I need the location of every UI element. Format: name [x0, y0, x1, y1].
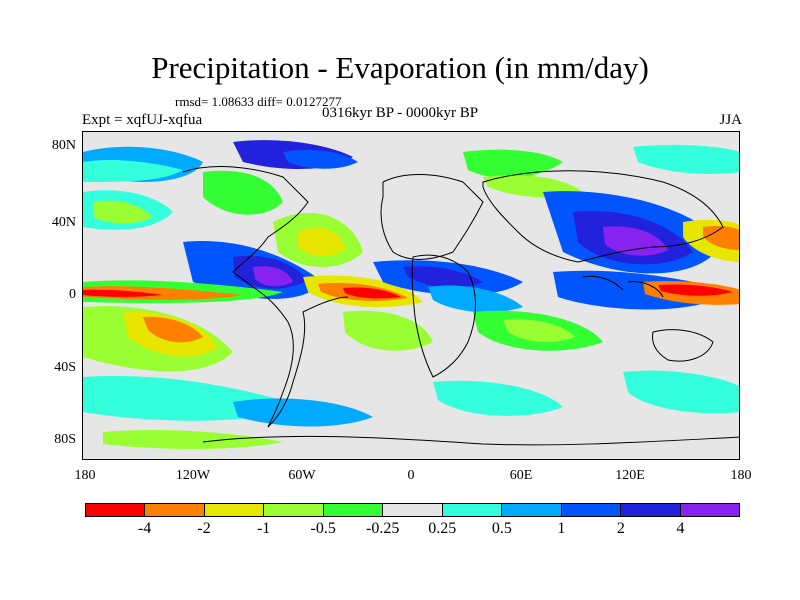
- lat-label-40s: 40S: [54, 360, 76, 375]
- field-patch: [463, 149, 563, 179]
- field-patch: [658, 284, 733, 296]
- period-label: 0316kyr BP - 0000kyr BP: [322, 105, 479, 121]
- colorbar-segment: [383, 504, 443, 516]
- field-patch: [143, 316, 203, 343]
- field-patch: [103, 430, 283, 449]
- coastlines: [182, 166, 739, 446]
- colorbar-segment: [86, 504, 146, 516]
- colorbar-label: -0.5: [310, 520, 336, 537]
- colorbar-segment: [204, 504, 265, 516]
- field-patch: [343, 287, 401, 299]
- colorbar-segment: [621, 504, 681, 516]
- map-plot-area: [82, 131, 740, 460]
- field-patch: [298, 228, 345, 257]
- colorbar-label: 0.25: [428, 520, 457, 537]
- lat-label-40n: 40N: [51, 215, 76, 230]
- colorbar-label: 1: [557, 520, 566, 537]
- colorbar-label: 4: [676, 520, 685, 537]
- field-patch: [343, 310, 433, 351]
- colorbar: [85, 503, 740, 517]
- colorbar-label: 2: [616, 520, 625, 537]
- lat-label-0: 0: [69, 287, 76, 302]
- field-patch: [633, 144, 739, 174]
- field-patch: [83, 159, 183, 182]
- field-patch: [623, 370, 739, 414]
- field-patch: [283, 150, 358, 169]
- colorbar-label: -2: [197, 520, 211, 537]
- field-patch: [83, 289, 163, 297]
- map-field-svg: [83, 140, 739, 449]
- lon-label-180w: 180: [74, 468, 96, 483]
- field-patch: [403, 266, 483, 288]
- field-patch: [503, 319, 575, 343]
- colorbar-label: -0.25: [366, 520, 400, 537]
- lon-label-120w: 120W: [175, 468, 211, 483]
- map-title: Precipitation - Evaporation (in mm/day): [151, 50, 649, 85]
- colorbar-segment: [561, 504, 622, 516]
- field-patch: [253, 266, 293, 287]
- colorbar-label: -1: [256, 520, 271, 537]
- lat-label-80s: 80S: [54, 432, 76, 447]
- field-patch: [603, 226, 668, 256]
- lon-label-120e: 120E: [615, 468, 645, 483]
- colorbar-segment: [145, 504, 205, 516]
- field-patch: [203, 170, 283, 215]
- lon-label-0: 0: [407, 468, 415, 483]
- season-label: JJA: [719, 112, 742, 128]
- colorbar-segment: [680, 504, 739, 516]
- colorbar-segment: [502, 504, 562, 516]
- field-patch: [433, 380, 563, 416]
- colorbar-segment: [442, 504, 503, 516]
- lon-label-60w: 60W: [288, 468, 316, 483]
- field-patch: [703, 225, 739, 250]
- experiment-label: Expt = xqfUJ-xqfua: [82, 112, 203, 128]
- lon-label-180e: 180: [730, 468, 752, 483]
- field-patch: [233, 398, 373, 427]
- field-patch: [93, 200, 153, 224]
- colorbar-segment: [323, 504, 384, 516]
- colorbar-label: 0.5: [491, 520, 512, 537]
- colorbar-segment: [264, 504, 324, 516]
- lon-label-60e: 60E: [509, 468, 533, 483]
- colorbar-label: -4: [137, 520, 152, 537]
- lat-label-80n: 80N: [51, 138, 76, 153]
- rmsd-stats: rmsd= 1.08633 diff= 0.0127277: [175, 94, 342, 109]
